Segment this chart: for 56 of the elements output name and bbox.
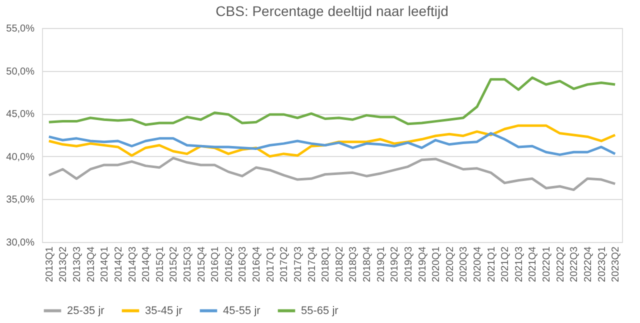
x-tick-label: 2013Q1 xyxy=(44,246,56,282)
x-tick-label: 2019Q1 xyxy=(376,246,387,282)
x-tick-label: 2019Q4 xyxy=(417,246,428,282)
line-series xyxy=(48,76,616,126)
x-tick-label: 2022Q4 xyxy=(582,246,594,282)
x-tick-label: 2014Q3 xyxy=(127,246,138,282)
x-tick-label: 2016Q3 xyxy=(238,246,249,282)
x-tick-label: 2021Q1 xyxy=(486,246,498,282)
x-tick-label: 2019Q3 xyxy=(403,246,414,282)
y-tick-label: 50,0% xyxy=(6,66,35,78)
x-tick-label: 2015Q2 xyxy=(168,246,180,282)
legend-label: 55-65 jr xyxy=(301,304,339,317)
y-tick-label: 35,0% xyxy=(6,194,35,206)
legend-label: 25-35 jr xyxy=(67,304,105,317)
chart-title: CBS: Percentage deeltijd naar leeftijd xyxy=(216,3,448,19)
y-tick-label: 40,0% xyxy=(6,152,35,163)
x-tick-label: 2013Q2 xyxy=(58,246,70,282)
x-tick-label: 2018Q1 xyxy=(320,246,332,282)
x-tick-label: 2017Q2 xyxy=(279,246,290,282)
x-tick-label: 2023Q1 xyxy=(596,246,608,282)
x-tick-label: 2021Q3 xyxy=(514,246,525,282)
x-tick-label: 2022Q3 xyxy=(569,246,580,282)
x-tick-label: 2021Q2 xyxy=(500,246,512,282)
line-series xyxy=(48,156,616,192)
x-tick-label: 2020Q3 xyxy=(458,246,470,282)
x-tick-label: 2022Q2 xyxy=(555,246,566,282)
x-tick-label: 2014Q1 xyxy=(100,246,111,282)
y-tick-label: 55,0% xyxy=(6,24,35,34)
x-tick-label: 2018Q2 xyxy=(334,246,346,282)
x-tick-label: 2017Q3 xyxy=(292,246,304,282)
x-tick-label: 2015Q3 xyxy=(182,246,194,282)
x-tick-label: 2023Q2 xyxy=(610,246,622,282)
x-tick-label: 2021Q4 xyxy=(528,246,539,282)
x-tick-label: 2017Q4 xyxy=(306,246,318,282)
x-tick-label: 2014Q4 xyxy=(141,246,152,282)
x-tick-label: 2016Q4 xyxy=(252,246,263,282)
x-tick-label: 2020Q1 xyxy=(431,246,442,282)
x-tick-label: 2015Q4 xyxy=(196,246,208,282)
x-tick-label: 2022Q1 xyxy=(542,246,553,282)
x-tick-label: 2018Q3 xyxy=(348,246,360,282)
x-tick-label: 2015Q1 xyxy=(154,246,166,282)
x-tick-label: 2013Q3 xyxy=(72,246,84,282)
x-tick-label: 2014Q2 xyxy=(113,246,124,282)
x-tick-label: 2013Q4 xyxy=(86,246,97,282)
x-tick-label: 2019Q2 xyxy=(390,246,401,282)
legend-label: 45-55 jr xyxy=(223,304,261,317)
x-tick-label: 2017Q1 xyxy=(265,246,276,282)
x-tick-label: 2018Q4 xyxy=(362,246,374,282)
x-tick-label: 2016Q2 xyxy=(224,246,235,282)
legend-label: 35-45 jr xyxy=(145,304,183,317)
x-tick-label: 2020Q2 xyxy=(444,246,456,282)
x-tick-label: 2020Q4 xyxy=(472,246,484,282)
x-tick-label: 2016Q1 xyxy=(210,246,222,282)
y-tick-label: 30,0% xyxy=(6,238,35,248)
y-tick-label: 45,0% xyxy=(6,109,35,120)
line-series xyxy=(48,132,616,156)
